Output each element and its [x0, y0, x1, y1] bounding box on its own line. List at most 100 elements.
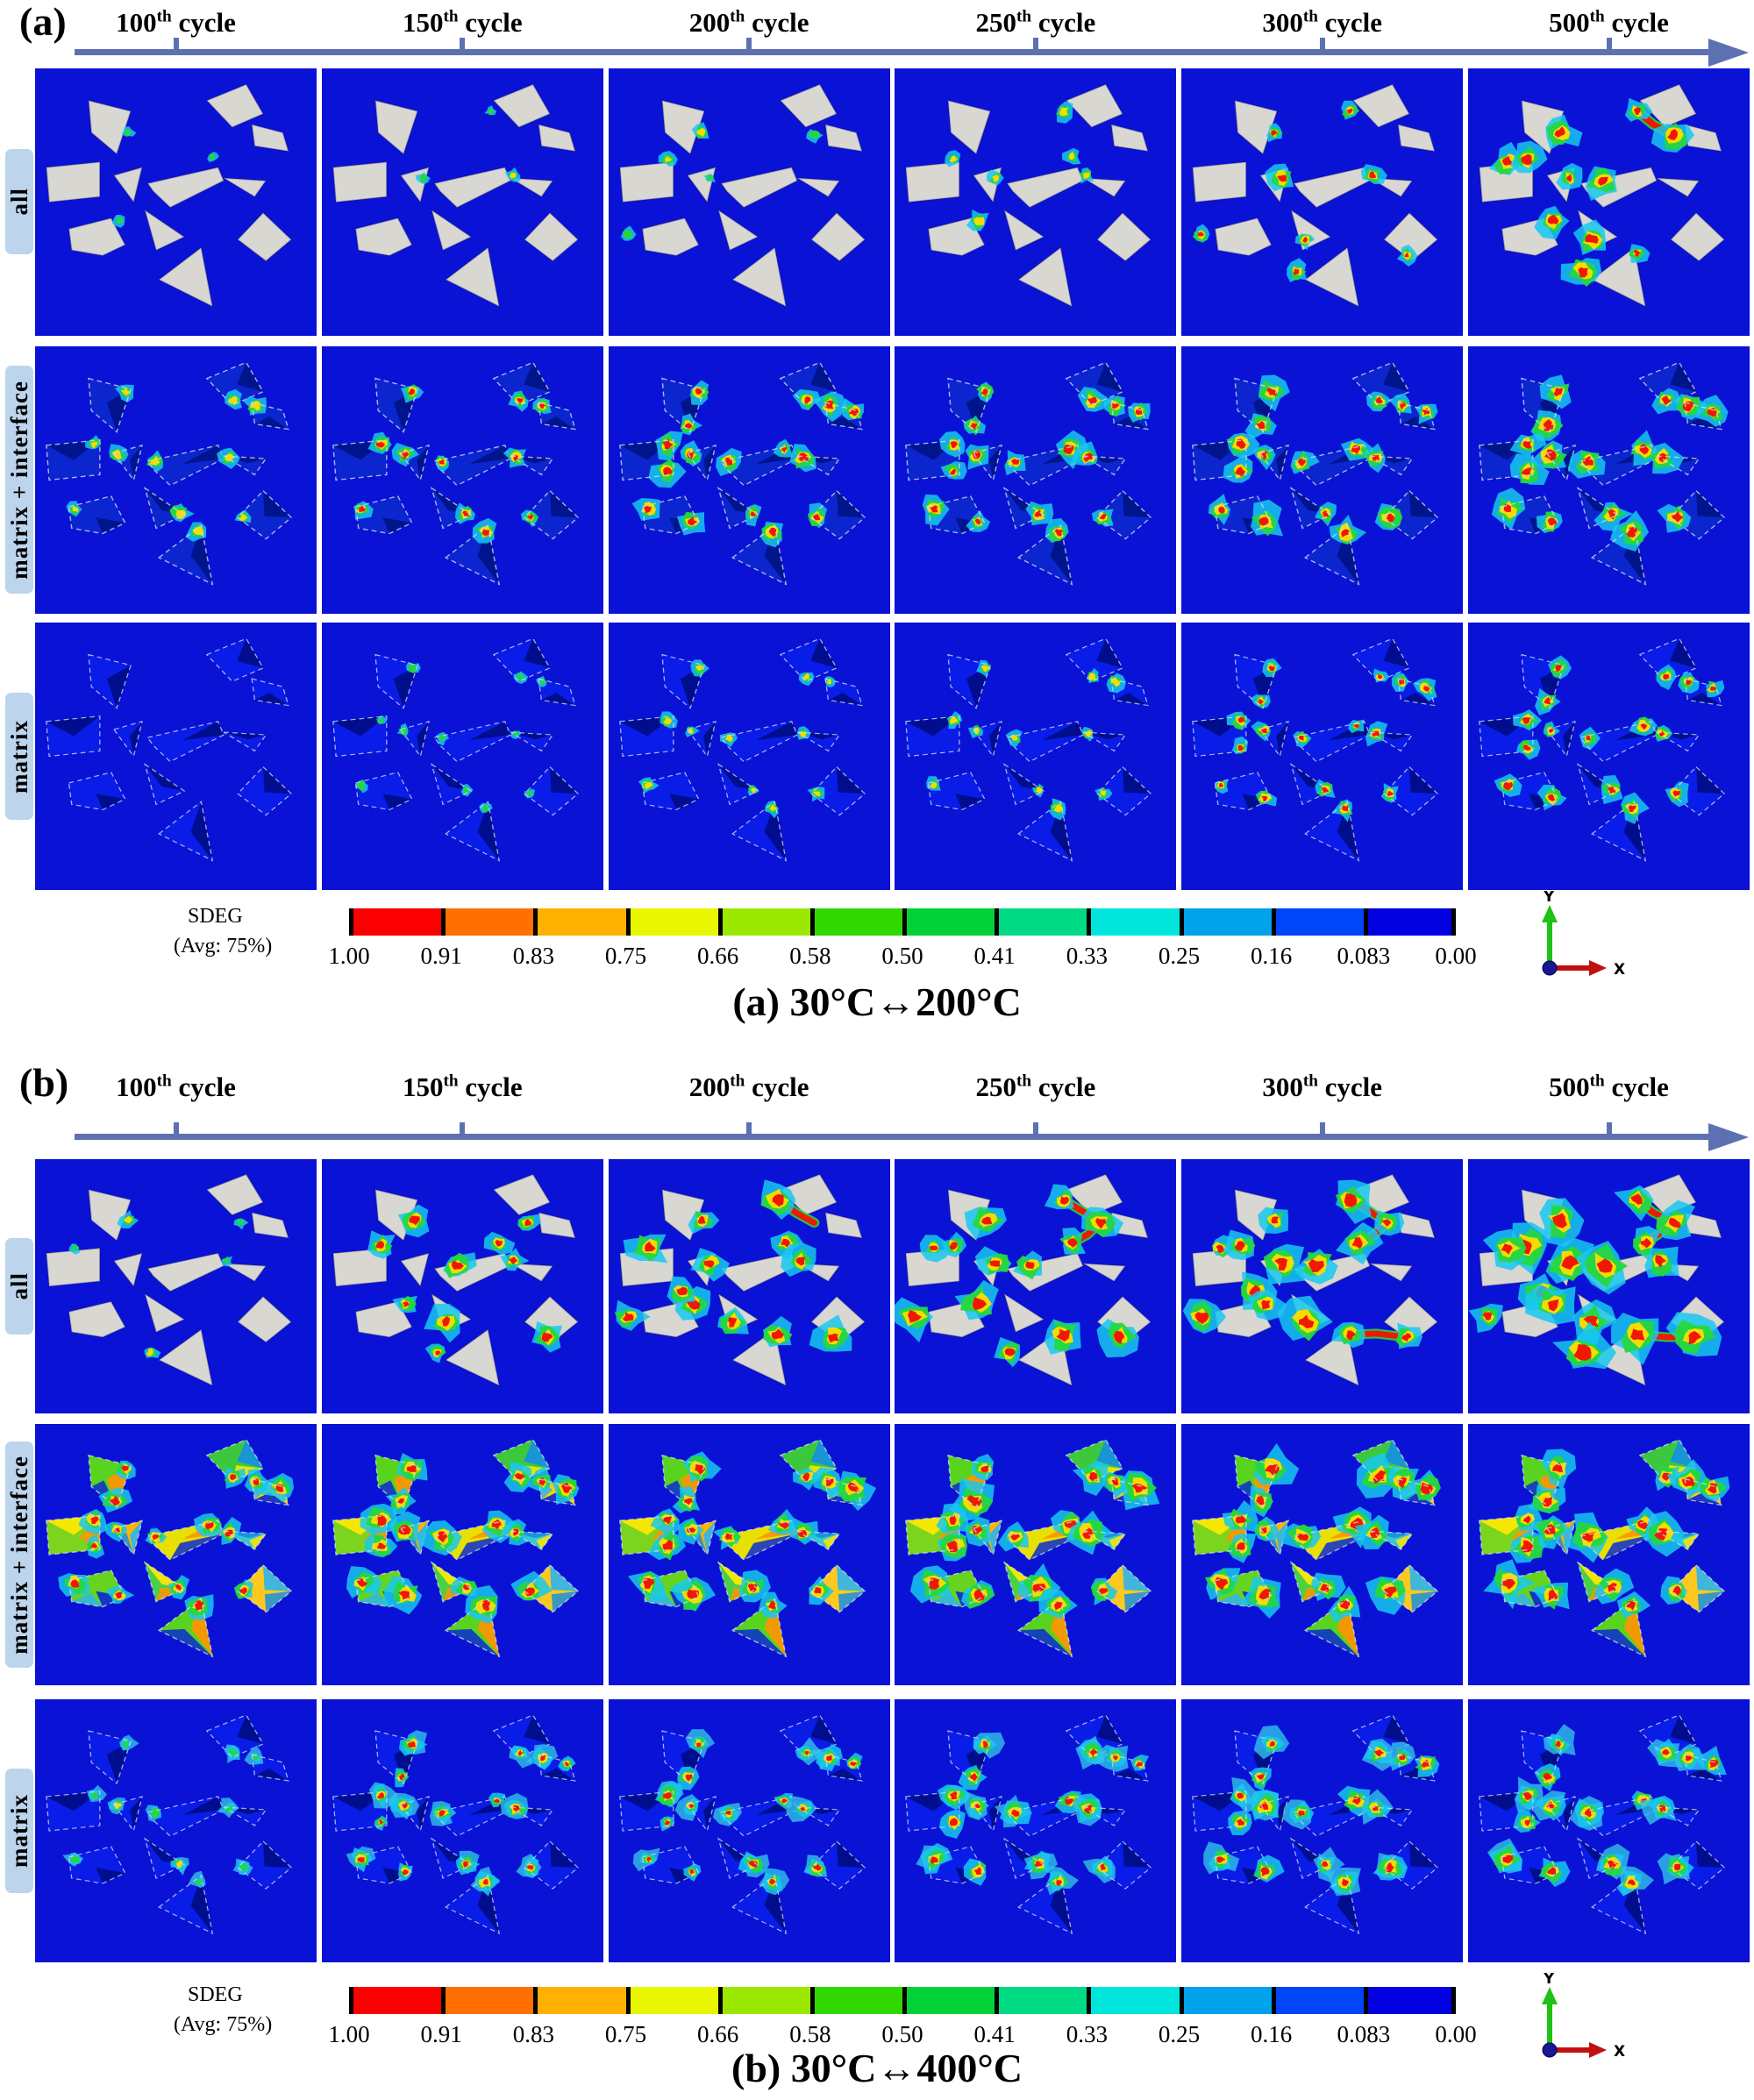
cycle-word: cycle	[178, 1071, 236, 1102]
legend-band-9	[1179, 1987, 1272, 2014]
legend-band-2	[533, 1987, 626, 2014]
cycle-word: cycle	[465, 7, 523, 38]
panel-a-m-250	[895, 623, 1177, 890]
legend-value: 0.41	[973, 2021, 1016, 2047]
legend-value: 0.33	[1066, 2021, 1108, 2047]
panel-a-all-100	[35, 68, 317, 336]
legend-tick	[717, 908, 723, 936]
legend-value: 0.50	[881, 943, 923, 969]
timeline-tick	[1032, 38, 1038, 50]
legend-title: SDEG	[188, 1983, 243, 2006]
legend-band-1	[441, 908, 534, 936]
panel-a-all-200	[608, 68, 890, 336]
legend-band-8	[1087, 908, 1180, 936]
legend-colorbar	[349, 908, 1457, 936]
legend-tick	[995, 1987, 1000, 2014]
row-label-mi: matrix + interface	[5, 366, 33, 594]
triad-y-label: Y	[1543, 891, 1555, 906]
legend-band-7	[995, 1987, 1087, 2014]
cycle-word: cycle	[1037, 7, 1096, 38]
legend-band-4	[717, 1987, 810, 2014]
triad-y-label: Y	[1543, 1973, 1555, 1988]
panel-a-all-250	[895, 68, 1177, 336]
panel-b-m-150	[321, 1699, 603, 1962]
legend-colorbar	[349, 1987, 1457, 2014]
panel-a-mi-500	[1468, 346, 1750, 614]
cycle-number: 500	[1549, 1071, 1590, 1102]
panel-a-all-150	[321, 68, 603, 336]
legend-value: 0.00	[1435, 2021, 1477, 2047]
cycle-word: cycle	[1611, 1071, 1669, 1102]
legend-value: 1.00	[328, 943, 370, 969]
panel-b-m-300	[1181, 1699, 1464, 1962]
cycle-number: 150	[402, 7, 444, 38]
legend-tick	[441, 908, 446, 936]
panel-a-mi-150	[321, 346, 603, 614]
legend-tick	[1179, 1987, 1184, 2014]
row-label-all: all	[5, 149, 33, 254]
panel-a-m-100	[35, 623, 317, 890]
cycle-ordinal: th	[1302, 1071, 1318, 1091]
legend-band-5	[809, 908, 903, 936]
legend-tick	[533, 908, 538, 936]
panel-b-all-300	[1181, 1159, 1464, 1413]
timeline-tick	[1032, 1122, 1038, 1135]
legend-band-8	[1087, 1987, 1180, 2014]
timeline-tick	[1606, 1122, 1612, 1135]
column-header-150: 150th cycle	[357, 1071, 567, 1103]
cycle-word: cycle	[1324, 7, 1383, 38]
row-label-m: matrix	[5, 1769, 33, 1893]
column-header-250: 250th cycle	[930, 7, 1141, 39]
panel-b-all-150	[321, 1159, 603, 1413]
legend-value: 0.00	[1435, 943, 1477, 969]
legend-tick	[625, 1987, 631, 2014]
cycle-word: cycle	[178, 7, 236, 38]
column-header-500: 500th cycle	[1504, 7, 1715, 39]
cycle-word: cycle	[1324, 1071, 1383, 1102]
cycle-word: cycle	[1037, 1071, 1096, 1102]
panel-b-all-500	[1468, 1159, 1750, 1413]
row-label-m: matrix	[5, 693, 33, 820]
timeline-tick	[746, 38, 752, 50]
timeline-arrowhead-icon	[1708, 38, 1749, 67]
panel-a-all-300	[1181, 68, 1464, 336]
panel-b-m-200	[608, 1699, 890, 1962]
cycle-number: 250	[975, 7, 1017, 38]
panel-a-mi-250	[895, 346, 1177, 614]
legend-band-0	[349, 1987, 442, 2014]
timeline-tick	[460, 1122, 466, 1135]
panel-a-mi-100	[35, 346, 317, 614]
panel-a-mi-200	[608, 346, 890, 614]
legend-tick	[1451, 1987, 1456, 2014]
legend-value: 0.66	[697, 2021, 739, 2047]
legend-value: 0.25	[1158, 2021, 1201, 2047]
legend-value: 0.91	[420, 943, 462, 969]
cycle-number: 150	[402, 1071, 444, 1102]
panel-b-all-250	[895, 1159, 1177, 1413]
legend-tick	[1451, 908, 1456, 936]
cycle-word: cycle	[1611, 7, 1669, 38]
panel-a-m-300	[1181, 623, 1464, 890]
panel-b-mi-300	[1181, 1424, 1464, 1685]
panel-b-mi-150	[321, 1424, 603, 1685]
row-label-all: all	[5, 1238, 33, 1335]
legend-tick	[1271, 1987, 1276, 2014]
timeline-arrowhead-icon	[1708, 1122, 1749, 1151]
cycle-word: cycle	[752, 7, 809, 38]
legend-tick	[1087, 908, 1092, 936]
legend-value: 0.66	[697, 943, 739, 969]
row-label-text: matrix + interface	[5, 1455, 32, 1655]
legend-band-11	[1363, 1987, 1457, 2014]
column-header-200: 200th cycle	[644, 1071, 854, 1103]
timeline-tick	[460, 38, 466, 50]
panel-b-mi-250	[895, 1424, 1177, 1685]
timeline-axis	[75, 49, 1715, 55]
legend-title: SDEG	[188, 905, 243, 928]
cycle-number: 200	[688, 7, 731, 38]
legend-tick	[995, 908, 1000, 936]
legend-tick	[349, 908, 353, 936]
row-label-text: matrix + interface	[5, 380, 32, 580]
cycle-ordinal: th	[1589, 7, 1605, 26]
legend-value: 0.16	[1251, 943, 1293, 969]
cycle-ordinal: th	[156, 1071, 172, 1091]
